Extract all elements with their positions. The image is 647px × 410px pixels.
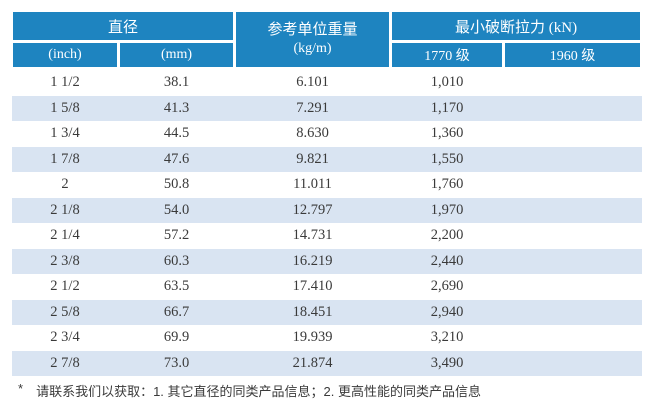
- header-grade-1960: 1960 级: [502, 40, 644, 70]
- spec-table: 直径 参考单位重量 (kg/m) 最小破断拉力 (kN) (inch) (mm)…: [9, 9, 644, 377]
- table-header: 直径 参考单位重量 (kg/m) 最小破断拉力 (kN) (inch) (mm)…: [9, 9, 644, 70]
- cell-kg_m: 8.630: [296, 125, 329, 142]
- cell-kg_m: 21.874: [292, 354, 333, 371]
- table-row: 1 3/4 44.5 8.630 1,360: [11, 121, 642, 147]
- cell-mm: 63.5: [163, 278, 190, 295]
- cell-kn_1960: [504, 147, 642, 173]
- cell-kg_m: 16.219: [292, 252, 333, 269]
- cell-kn_1770: 3,490: [430, 354, 464, 371]
- table-row: 2 3/8 60.3 16.219 2,440: [11, 248, 642, 275]
- header-diameter: 直径: [9, 9, 237, 43]
- cell-mm: 44.5: [163, 125, 190, 142]
- cell-kn_1960: [504, 223, 642, 249]
- cell-kg_m: 18.451: [292, 303, 333, 320]
- cell-kg_m: 11.011: [293, 176, 332, 193]
- cell-kn_1770: 3,210: [430, 329, 464, 346]
- cell-inch: 2: [61, 176, 69, 193]
- cell-mm: 73.0: [163, 354, 190, 371]
- cell-inch: 2 5/8: [50, 303, 80, 320]
- table-row: 2 50.8 11.011 1,760: [11, 172, 642, 198]
- cell-inch: 1 5/8: [50, 99, 80, 116]
- cell-kg_m: 14.731: [292, 227, 333, 244]
- footnote-asterisk: *: [18, 381, 24, 396]
- table-row: 2 5/8 66.7 18.451 2,940: [11, 299, 642, 326]
- header-inch: (inch): [10, 40, 120, 70]
- cell-kn_1960: [504, 249, 642, 275]
- cell-kn_1960: [504, 198, 642, 224]
- cell-kn_1960: [504, 300, 642, 326]
- cell-kn_1770: 2,940: [430, 303, 464, 320]
- cell-kn_1770: 1,360: [430, 125, 464, 142]
- cell-kg_m: 12.797: [292, 201, 333, 218]
- cell-kn_1770: 1,170: [430, 99, 464, 116]
- footnote-text: 请联系我们以获取：1. 其它直径的同类产品信息；2. 更高性能的同类产品信息: [36, 384, 481, 399]
- cell-kn_1960: [504, 274, 642, 300]
- cell-inch: 2 1/2: [50, 278, 80, 295]
- cell-mm: 69.9: [163, 329, 190, 346]
- cell-kn_1960: [504, 351, 642, 377]
- cell-inch: 2 3/4: [50, 329, 80, 346]
- cell-kg_m: 6.101: [296, 74, 329, 91]
- cell-kn_1770: 1,550: [430, 150, 464, 167]
- cell-mm: 57.2: [163, 227, 190, 244]
- cell-mm: 54.0: [163, 201, 190, 218]
- cell-mm: 47.6: [163, 150, 190, 167]
- cell-kn_1960: [504, 69, 642, 96]
- cell-kn_1770: 1,010: [430, 74, 464, 91]
- header-breaking-force: 最小破断拉力 (kN): [389, 9, 644, 43]
- table-row: 1 1/2 38.1 6.101 1,010: [11, 68, 642, 96]
- cell-kn_1960: [504, 325, 642, 351]
- table-row: 2 7/8 73.0 21.874 3,490: [11, 350, 642, 377]
- cell-kn_1960: [504, 172, 642, 198]
- cell-kg_m: 9.821: [296, 150, 329, 167]
- cell-inch: 2 3/8: [50, 252, 80, 269]
- table-row: 2 3/4 69.9 19.939 3,210: [11, 325, 642, 351]
- header-mm: (mm): [116, 40, 237, 70]
- cell-kn_1770: 2,440: [430, 252, 464, 269]
- header-unit-weight-unit: (kg/m): [293, 41, 332, 57]
- cell-kn_1770: 1,760: [430, 176, 464, 193]
- cell-kg_m: 17.410: [292, 278, 333, 295]
- cell-inch: 2 7/8: [50, 354, 80, 371]
- footnote: * 请联系我们以获取：1. 其它直径的同类产品信息；2. 更高性能的同类产品信息: [18, 381, 638, 400]
- header-grade-1770: 1770 级: [389, 40, 506, 70]
- cell-inch: 1 1/2: [50, 74, 80, 91]
- cell-kn_1770: 1,970: [430, 201, 464, 218]
- cell-mm: 41.3: [163, 99, 190, 116]
- cell-mm: 60.3: [163, 252, 190, 269]
- table-row: 1 5/8 41.3 7.291 1,170: [11, 95, 642, 122]
- cell-mm: 66.7: [163, 303, 190, 320]
- table-row: 2 1/8 54.0 12.797 1,970: [11, 197, 642, 224]
- header-unit-weight-title: 参考单位重量: [267, 22, 358, 39]
- cell-kn_1960: [504, 121, 642, 147]
- cell-inch: 2 1/4: [50, 227, 80, 244]
- header-unit-weight: 参考单位重量 (kg/m): [233, 9, 393, 70]
- cell-inch: 1 3/4: [50, 125, 80, 142]
- table-row: 2 1/4 57.2 14.731 2,200: [11, 223, 642, 249]
- cell-kn_1770: 2,690: [430, 278, 464, 295]
- cell-kn_1770: 2,200: [430, 227, 464, 244]
- table-row: 2 1/2 63.5 17.410 2,690: [11, 274, 642, 300]
- cell-kg_m: 19.939: [292, 329, 333, 346]
- cell-kg_m: 7.291: [296, 99, 329, 116]
- table-body: 1 1/2 38.1 6.101 1,010 1 5/8 41.3 7.291 1,170 1 …: [11, 68, 642, 377]
- cell-inch: 1 7/8: [50, 150, 80, 167]
- cell-mm: 50.8: [163, 176, 190, 193]
- cell-kn_1960: [504, 96, 642, 122]
- cell-inch: 2 1/8: [50, 201, 80, 218]
- cell-mm: 38.1: [163, 74, 190, 91]
- table-row: 1 7/8 47.6 9.821 1,550: [11, 146, 642, 173]
